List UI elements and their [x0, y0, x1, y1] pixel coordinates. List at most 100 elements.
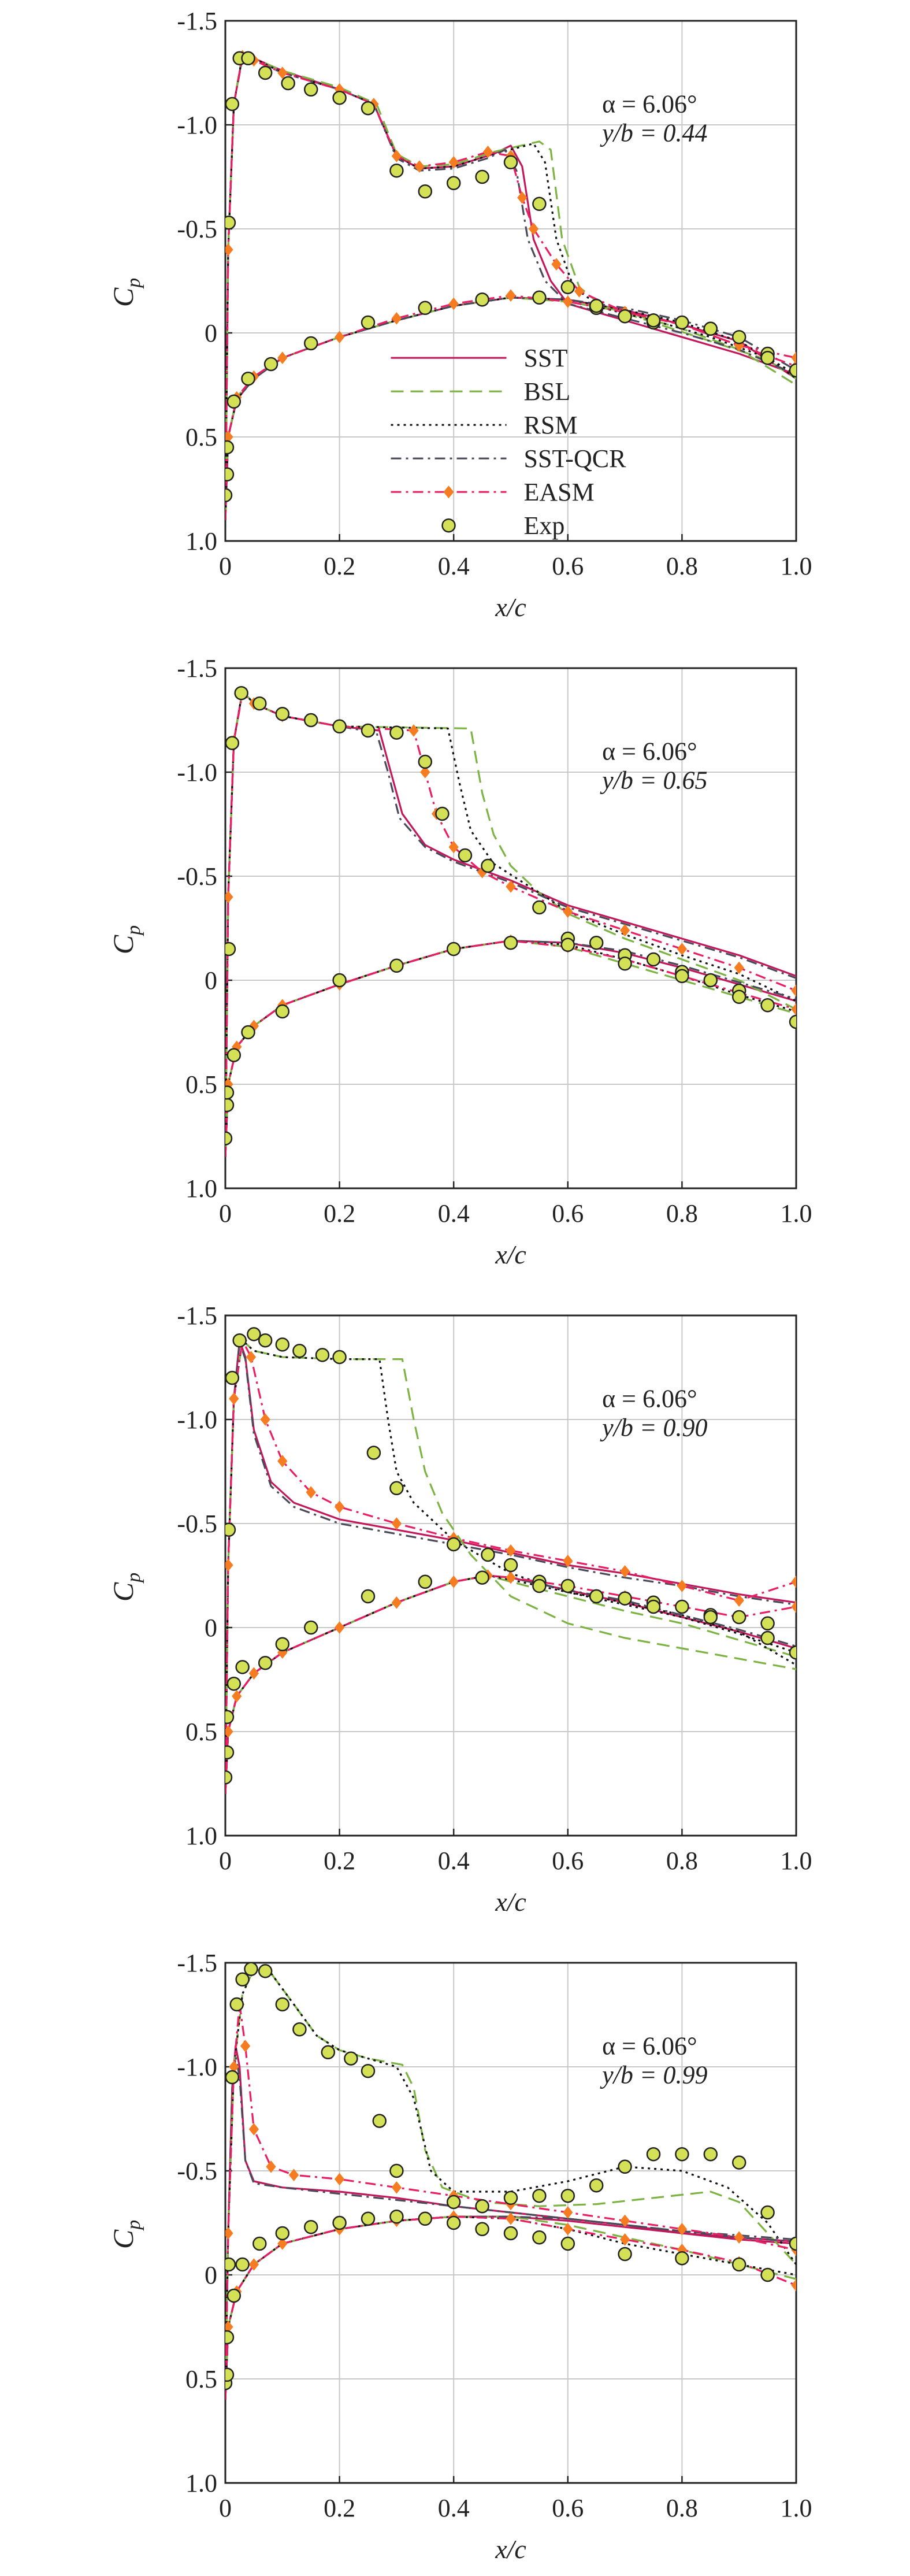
annotation-span-station: y/b = 0.99 — [600, 2060, 707, 2089]
y-tick-label: 1.0 — [185, 1174, 217, 1203]
exp-data-point — [503, 1558, 518, 1573]
series-line-easm-upper — [225, 1339, 796, 1795]
exp-data-point — [258, 1333, 273, 1348]
exp-data-point — [458, 848, 473, 863]
exp-data-point — [361, 101, 376, 116]
easm-marker — [448, 840, 459, 854]
exp-data-point — [389, 2163, 404, 2178]
exp-data-point — [675, 315, 689, 330]
easm-marker — [225, 891, 233, 903]
exp-data-point — [731, 989, 746, 1005]
exp-data-point — [361, 2063, 376, 2078]
y-tick-label: 0 — [205, 2261, 217, 2289]
easm-marker — [563, 1554, 573, 1567]
easm-marker — [240, 2040, 251, 2052]
x-tick-label: 0 — [219, 552, 232, 580]
legend-label: SST-QCR — [524, 444, 627, 473]
legend-label: SST — [524, 344, 568, 372]
exp-data-point — [560, 280, 575, 295]
easm-marker — [517, 191, 528, 204]
exp-data-point — [703, 1610, 718, 1625]
easm-marker — [248, 2258, 259, 2271]
easm-marker — [619, 924, 630, 937]
chart-panel: -1.5-1.0-0.500.51.00 0.2 0.4 0.6 0.8 1.0x/cCp… — [107, 7, 812, 622]
exp-data-point — [225, 467, 235, 482]
easm-marker — [563, 905, 573, 918]
exp-data-point — [760, 2205, 775, 2220]
exp-data-point — [560, 2188, 575, 2203]
easm-marker — [266, 2160, 276, 2173]
annotation-alpha: α = 6.06° — [602, 90, 697, 118]
series-line-bsl-upper — [225, 53, 796, 521]
x-tick-label: 0.8 — [666, 552, 698, 580]
exp-data-point — [618, 309, 632, 324]
easm-marker — [734, 2231, 744, 2244]
exp-data-point — [731, 2257, 746, 2272]
easm-marker — [225, 1559, 233, 1571]
x-tick-label: 0.8 — [666, 2494, 698, 2522]
plot-frame — [224, 20, 797, 542]
exp-data-point — [618, 1591, 632, 1606]
exp-data-point — [275, 2226, 290, 2241]
easm-marker — [677, 943, 688, 955]
legend-entry: BSL — [391, 377, 570, 406]
exp-data-point — [481, 858, 495, 873]
exp-data-point — [252, 2236, 267, 2251]
exp-data-point — [225, 2070, 240, 2085]
easm-marker — [448, 1575, 459, 1588]
exp-data-point — [789, 1014, 796, 1029]
exp-data-point — [258, 1655, 273, 1670]
legend-label: EASM — [524, 478, 595, 506]
x-tick-label: 1.0 — [781, 1847, 812, 1875]
exp-data-point — [618, 2247, 632, 2262]
y-tick-label: -1.0 — [177, 1406, 217, 1434]
series-line-easm-lower — [225, 2215, 796, 2400]
chart-panel: -1.5-1.0-0.500.51.00 0.2 0.4 0.6 0.8 1.0x/cCp… — [107, 1949, 812, 2564]
annotation-span-station: y/b = 0.44 — [600, 118, 707, 147]
exp-data-point — [361, 723, 376, 738]
easm-marker — [506, 1571, 516, 1584]
exp-data-point — [418, 1574, 433, 1589]
y-axis-label: Cp — [107, 278, 144, 307]
exp-data-point — [560, 937, 575, 952]
x-tick-label: 0.6 — [552, 1847, 584, 1875]
easm-marker — [506, 2212, 516, 2225]
x-axis-label: x/c — [495, 1240, 526, 1269]
plot-frame — [224, 667, 797, 1189]
exp-data-point — [235, 1972, 250, 1987]
series-line-rsm-lower — [225, 1574, 796, 1795]
easm-marker — [225, 243, 233, 256]
legend-entry: Exp — [441, 512, 564, 540]
exp-data-point — [225, 1770, 233, 1785]
exp-data-point — [589, 298, 604, 313]
exp-data-point — [225, 1370, 240, 1385]
y-tick-label: 0.5 — [185, 423, 217, 451]
exp-data-point — [247, 1327, 261, 1341]
plot-area — [225, 1963, 796, 2400]
exp-data-point — [789, 2236, 796, 2251]
x-axis-label: x/c — [495, 2534, 526, 2564]
legend-marker — [441, 518, 456, 533]
y-tick-label: 1.0 — [185, 2469, 217, 2497]
exp-data-point — [225, 942, 236, 957]
exp-data-point — [618, 956, 632, 971]
annotation-alpha: α = 6.06° — [602, 737, 697, 765]
exp-data-point — [418, 184, 433, 199]
exp-data-point — [675, 1599, 689, 1614]
x-tick-label: 1.0 — [781, 552, 812, 580]
easm-marker — [248, 2123, 259, 2136]
easm-marker — [619, 2233, 630, 2246]
exp-data-point — [475, 2222, 489, 2237]
exp-data-point — [315, 1348, 330, 1362]
easm-marker — [563, 295, 573, 308]
exp-data-point — [229, 1997, 244, 2012]
exp-data-point — [275, 706, 290, 721]
exp-data-point — [235, 1660, 250, 1674]
exp-data-point — [646, 952, 661, 967]
x-tick-label: 0.6 — [552, 552, 584, 580]
chart-panels: -1.5-1.0-0.500.51.00 0.2 0.4 0.6 0.8 1.0x/cCp… — [107, 7, 812, 2564]
exp-data-point — [361, 2211, 376, 2226]
y-tick-label: -1.5 — [177, 7, 217, 35]
easm-marker — [414, 160, 425, 173]
